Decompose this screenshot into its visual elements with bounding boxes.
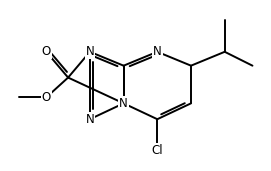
Text: Cl: Cl — [151, 144, 163, 157]
Text: O: O — [42, 45, 51, 58]
Text: N: N — [153, 45, 162, 58]
Text: O: O — [42, 91, 51, 104]
Text: N: N — [119, 97, 128, 110]
Text: N: N — [86, 113, 94, 126]
Text: N: N — [86, 45, 94, 58]
